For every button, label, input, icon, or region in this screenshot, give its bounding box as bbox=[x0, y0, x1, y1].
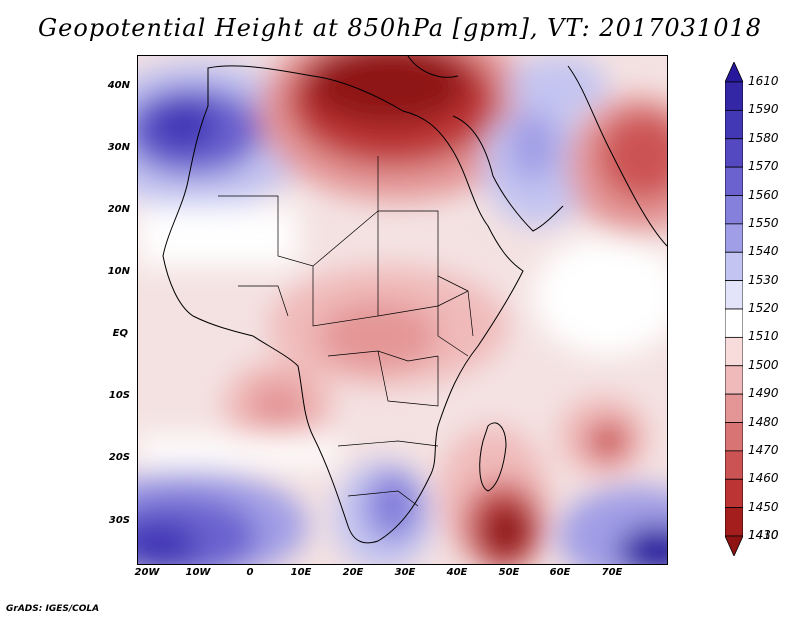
colorbar-label: 1540 bbox=[748, 244, 779, 259]
colorbar-label: 1520 bbox=[748, 301, 779, 315]
map-panel bbox=[137, 55, 668, 565]
lat-label-40n: 40N bbox=[107, 80, 130, 91]
colorbar-swatch bbox=[725, 138, 743, 168]
lon-label-40e: 40E bbox=[446, 567, 468, 578]
contour-fill bbox=[138, 56, 667, 564]
colorbar-swatch bbox=[725, 393, 743, 423]
lat-label-30n: 30N bbox=[107, 142, 130, 153]
colorbar-top-arrow bbox=[725, 62, 743, 83]
colorbar-swatch bbox=[725, 450, 743, 480]
colorbar-label: 1550 bbox=[748, 215, 779, 230]
colorbar-swatch bbox=[725, 365, 743, 395]
colorbar-swatch bbox=[725, 280, 743, 310]
colorbar bbox=[725, 62, 743, 556]
colorbar-label: 1490 bbox=[748, 386, 779, 401]
colorbar-swatch bbox=[725, 81, 743, 111]
lat-label-eq: EQ bbox=[112, 328, 128, 339]
colorbar-swatch bbox=[725, 223, 743, 253]
height-field bbox=[138, 56, 667, 564]
lon-label-30e: 30E bbox=[394, 567, 416, 578]
colorbar-swatch bbox=[725, 422, 743, 452]
grads-credit: GrADS: IGES/COLA bbox=[6, 604, 100, 614]
colorbar-label: 1410 bbox=[748, 528, 779, 542]
colorbar-label: 1590 bbox=[748, 102, 779, 117]
coastlines bbox=[162, 56, 667, 544]
colorbar-label: 1460 bbox=[748, 471, 779, 486]
colorbar-label: 1430 bbox=[748, 528, 779, 542]
colorbar-label: 1580 bbox=[748, 130, 779, 145]
lat-label-20s: 20S bbox=[108, 452, 130, 463]
colorbar-label: 1560 bbox=[748, 187, 779, 202]
colorbar-swatch bbox=[725, 478, 743, 509]
lon-label-10w: 10W bbox=[185, 567, 211, 578]
country-borders bbox=[218, 156, 474, 507]
lat-label-20n: 20N bbox=[107, 204, 130, 215]
colorbar-swatches bbox=[725, 62, 743, 556]
colorbar-label: 1470 bbox=[748, 442, 779, 457]
colorbar-swatch bbox=[725, 166, 743, 196]
lon-label-0: 0 bbox=[246, 567, 254, 578]
colorbar-bottom-arrow bbox=[725, 535, 743, 556]
lon-label-50e: 50E bbox=[498, 567, 520, 578]
colorbar-swatch bbox=[725, 336, 743, 367]
colorbar-label: 1510 bbox=[748, 329, 779, 344]
lat-label-30s: 30S bbox=[108, 515, 130, 526]
lon-label-60e: 60E bbox=[549, 567, 571, 578]
colorbar-label: 1480 bbox=[748, 414, 779, 429]
colorbar-swatch bbox=[725, 195, 743, 225]
lon-label-20e: 20E bbox=[342, 567, 364, 578]
colorbar-swatch bbox=[725, 251, 743, 282]
map-title: Geopotential Height at 850hPa [gpm], VT:… bbox=[38, 14, 762, 42]
colorbar-label: 1610 bbox=[748, 74, 779, 88]
lat-label-10n: 10N bbox=[107, 266, 130, 277]
colorbar-label: 1570 bbox=[748, 159, 779, 174]
lon-label-10e: 10E bbox=[290, 567, 312, 578]
colorbar-swatch bbox=[725, 308, 743, 338]
colorbar-label: 1530 bbox=[748, 272, 779, 287]
lon-label-20w: 20W bbox=[134, 567, 160, 578]
lat-label-10s: 10S bbox=[108, 390, 130, 401]
lon-label-70e: 70E bbox=[601, 567, 623, 578]
colorbar-label: 1450 bbox=[748, 499, 779, 514]
colorbar-swatch bbox=[725, 109, 743, 140]
colorbar-swatch bbox=[725, 507, 743, 537]
colorbar-label: 1500 bbox=[748, 357, 779, 372]
